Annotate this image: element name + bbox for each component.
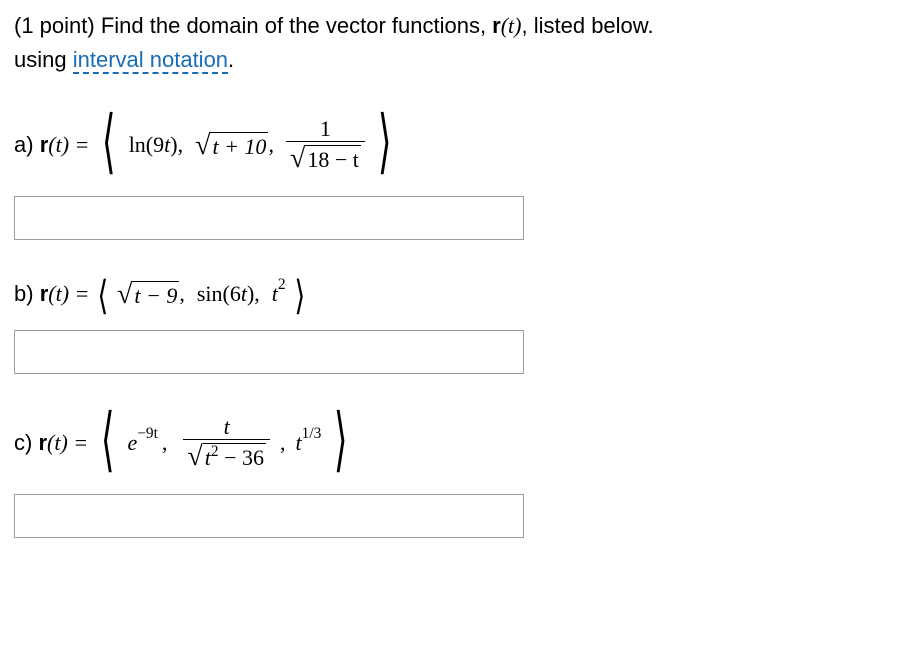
part-b-term1: √t − 9 , bbox=[117, 280, 185, 308]
part-b-term2: sin(6t), bbox=[197, 283, 260, 305]
interval-notation-link[interactable]: interval notation bbox=[73, 47, 228, 74]
rangle-icon: ⟩ bbox=[334, 413, 348, 469]
part-b-label: b) r(t) = bbox=[14, 283, 89, 305]
part-c-term3: t1/3 bbox=[296, 432, 322, 454]
langle-icon: ⟨ bbox=[102, 115, 116, 171]
langle-icon: ⟨ bbox=[98, 280, 109, 312]
part-b-term3: t2 bbox=[272, 283, 286, 305]
part-b-block: b) r(t) = ⟨ √t − 9 , sin(6t), t2 ⟩ bbox=[14, 274, 898, 374]
intro-text1: Find the domain of the vector functions, bbox=[101, 13, 492, 38]
sqrt-icon: √t − 9 bbox=[117, 280, 179, 308]
part-c-label: c) r(t) = bbox=[14, 432, 88, 454]
points-text: (1 point) bbox=[14, 13, 95, 38]
part-a-label: a) r(t) = bbox=[14, 134, 89, 156]
sqrt-icon: √t2 − 36 bbox=[187, 441, 266, 470]
fraction-denominator: √18 − t bbox=[286, 141, 365, 172]
intro-period: . bbox=[228, 47, 234, 72]
fraction-numerator: t bbox=[220, 415, 234, 439]
problem-intro-line1: (1 point) Find the domain of the vector … bbox=[14, 10, 898, 42]
part-c-term2: t √t2 − 36 bbox=[183, 415, 270, 470]
part-a-term1: ln(9t), bbox=[129, 134, 183, 156]
sqrt-icon: √18 − t bbox=[290, 143, 361, 172]
langle-icon: ⟨ bbox=[101, 413, 115, 469]
part-a-term3: 1 √18 − t bbox=[286, 117, 365, 172]
intro-text2: , listed below. bbox=[522, 13, 654, 38]
rangle-icon: ⟩ bbox=[294, 280, 305, 312]
fraction-numerator: 1 bbox=[316, 117, 335, 141]
part-a-block: a) r(t) = ⟨ ln(9t), √t + 10 , 1 √18 − t … bbox=[14, 110, 898, 240]
part-c-equation: c) r(t) = ⟨ e−9t, t √t2 − 36 , t1/3 ⟩ bbox=[14, 408, 898, 478]
fraction-denominator: √t2 − 36 bbox=[183, 439, 270, 470]
part-a-answer-input[interactable] bbox=[14, 196, 524, 240]
vector-fn-name: r bbox=[492, 13, 501, 38]
part-b-answer-input[interactable] bbox=[14, 330, 524, 374]
part-b-equation: b) r(t) = ⟨ √t − 9 , sin(6t), t2 ⟩ bbox=[14, 274, 898, 314]
comma: , bbox=[280, 432, 286, 454]
sqrt-icon: √t + 10 bbox=[195, 131, 268, 159]
vector-fn-arg: (t) bbox=[501, 13, 522, 38]
part-a-term2: √t + 10 , bbox=[195, 131, 274, 159]
rangle-icon: ⟩ bbox=[378, 115, 392, 171]
problem-intro-line2: using interval notation. bbox=[14, 44, 898, 76]
part-c-answer-input[interactable] bbox=[14, 494, 524, 538]
part-c-term1: e−9t, bbox=[127, 432, 171, 454]
part-a-equation: a) r(t) = ⟨ ln(9t), √t + 10 , 1 √18 − t … bbox=[14, 110, 898, 180]
part-c-block: c) r(t) = ⟨ e−9t, t √t2 − 36 , t1/3 ⟩ bbox=[14, 408, 898, 538]
intro-using: using bbox=[14, 47, 73, 72]
